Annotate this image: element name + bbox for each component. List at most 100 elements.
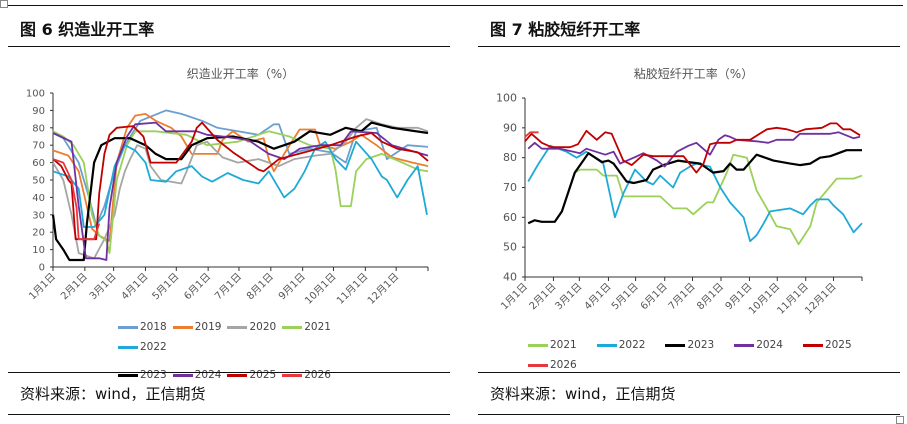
figure-title: 图 6 织造业开工率 [20,20,155,39]
resize-handle-top-left [0,0,8,8]
legend-item-2019: 2019 [172,321,222,333]
source-divider-top [8,372,450,373]
legend-item-2026: 2026 [282,369,331,381]
series-line-2022 [527,144,863,243]
legend-label: 2024 [194,369,222,381]
title-divider [8,46,450,47]
x-tick-label: 2月1日 [527,281,559,313]
legend-label: 2022 [140,341,167,353]
y-tick-label: 50 [503,241,517,254]
series-line-2023 [527,149,862,225]
source-divider-bottom [8,414,450,415]
legend-label: 2018 [140,321,167,333]
legend-label: 2023 [140,369,167,381]
source-note: 资料来源：wind，正信期货 [20,385,206,403]
legend-swatch [227,325,248,329]
legend-swatch [528,363,548,367]
legend-swatch [118,345,138,349]
legend-item-2025: 2025 [802,339,852,351]
legend-swatch [282,373,303,377]
y-tick-label: 80 [503,151,517,164]
y-tick-label: 60 [32,158,45,169]
legend-swatch [802,343,823,347]
legend-label: 2026 [550,359,577,371]
chart-title: 粘胶短纤开工率（%） [633,67,754,81]
x-tick-label: 12月1日 [803,281,839,317]
series-line-2024 [52,121,429,261]
legend-label: 2025 [249,369,277,381]
legend-swatch [665,343,686,347]
legend-item-2023: 2023 [118,369,167,381]
legend-item-2022: 2022 [596,339,646,351]
legend-swatch [596,343,617,347]
legend-item-2020: 2020 [227,321,276,333]
legend-swatch [734,343,755,347]
x-tick-label: 3月1日 [553,281,585,313]
y-tick-label: 100 [26,89,45,100]
series-line-2021 [574,153,863,246]
y-tick-label: 40 [503,271,517,284]
source-divider-bottom [478,414,900,415]
chart-title: 织造业开工率（%） [186,67,295,81]
series-line-2022 [52,140,428,228]
resize-handle-bottom-right [896,416,904,424]
y-tick-label: 50 [32,176,45,187]
x-tick-label: 7月1日 [666,281,698,313]
legend-label: 2020 [249,321,277,333]
legend-swatch [282,325,303,329]
y-tick-label: 60 [503,211,517,224]
series-line-2025 [52,121,429,241]
legend-item-2025: 2025 [227,369,276,381]
y-tick-label: 90 [503,121,517,134]
legend-item-2024: 2024 [734,339,783,351]
legend-item-2024: 2024 [172,369,222,381]
title-divider [478,46,900,47]
x-tick-label: 6月1日 [638,281,670,313]
top-divider [8,5,903,6]
series-line-2025 [524,122,861,174]
legend-label: 2019 [194,321,222,333]
chart-legend: 2021 2022 2023 2024 2025 2026 [528,339,888,371]
legend-label: 2026 [304,369,331,381]
legend-label: 2025 [824,339,852,351]
y-tick-label: 30 [32,210,45,221]
y-tick-label: 100 [496,92,517,105]
y-tick-label: 0 [39,263,45,274]
legend-label: 2023 [687,339,715,351]
legend-swatch [172,325,193,329]
source-note: 资料来源：wind，正信期货 [490,385,676,403]
series-line-2019 [52,113,429,242]
x-tick-label: 1月1日 [498,281,530,313]
series-line-2026 [52,158,101,241]
viscose-operating-rate-chart: 40 50 60 70 80 90 100 1月1日2月1日3月1日4月1日5月1日6月1日7… [496,92,863,317]
y-tick-label: 70 [32,141,45,152]
legend-item-2021: 2021 [282,321,331,333]
y-tick-label: 70 [503,181,517,194]
y-tick-label: 80 [32,123,45,134]
y-tick-label: 40 [32,193,45,204]
y-tick-label: 90 [32,106,45,117]
legend-swatch [172,373,193,377]
legend-swatch [227,373,248,377]
figure-title: 图 7 粘胶短纤开工率 [490,20,641,39]
series-line-2026 [524,131,539,138]
legend-item-2018: 2018 [118,321,167,333]
legend-label: 2021 [550,339,577,351]
legend-item-2022: 2022 [118,341,167,353]
series-line-2020 [52,118,429,260]
y-tick-label: 10 [32,245,45,256]
legend-item-2023: 2023 [665,339,714,351]
x-tick-label: 4月1日 [582,281,614,313]
x-tick-label: 8月1日 [694,281,726,313]
legend-label: 2021 [304,321,331,333]
legend-swatch [528,343,548,347]
legend-label: 2024 [756,339,783,351]
source-divider-top [478,372,900,373]
y-tick-label: 20 [32,228,45,239]
x-tick-label: 5月1日 [609,281,641,313]
legend-swatch [118,373,138,377]
legend-swatch [118,325,138,329]
legend-item-2021: 2021 [528,339,577,351]
legend-label: 2022 [618,339,646,351]
